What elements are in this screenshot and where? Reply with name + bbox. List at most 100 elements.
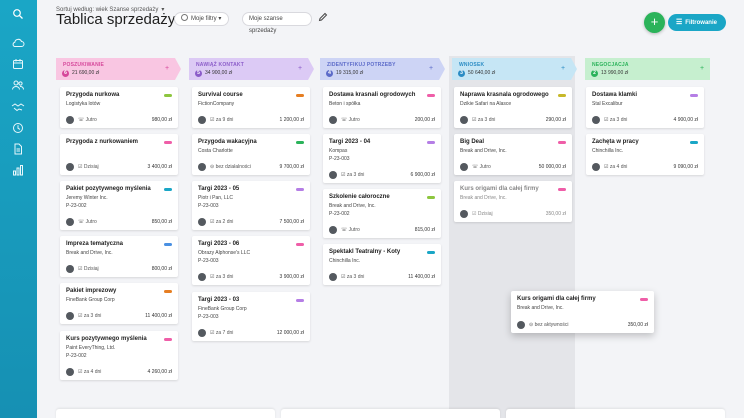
activity-icon: ☑ [341, 172, 347, 178]
activity-label: Dzisiaj [83, 266, 99, 272]
card-activity: ☏ Jutro [78, 219, 97, 225]
opportunity-card[interactable]: Targi 2023 - 06 Obrazy Alphonse's LLC P-23… [192, 236, 310, 285]
card-company: Kompas [329, 148, 348, 154]
card-activity: ☑ za 4 dni [604, 164, 627, 170]
opportunity-card[interactable]: Dostawa klamki Stal Excalibur ☑ za 3 dni 4 … [586, 87, 704, 128]
avatar [66, 163, 74, 171]
opportunity-card[interactable]: Dostawa krasnali ogrodowych Beton i spółk… [323, 87, 441, 128]
activity-label: Dzisiaj [477, 211, 493, 217]
card-title: Kurs origami dla całej firmy [517, 296, 596, 302]
card-company: Break and Drive, Inc. [66, 250, 113, 256]
opportunity-card[interactable]: Naprawa krasnala ogrodowego Dzikie Safari… [454, 87, 572, 128]
opportunity-card[interactable]: Szkolenie całoroczne Break and Drive, Inc… [323, 189, 441, 238]
opportunity-card[interactable]: Survival course FictionCompany ☑ za 9 dni 1… [192, 87, 310, 128]
column-count-badge: 6 [62, 70, 69, 77]
opportunity-card[interactable]: Pakiet imprezowy FineBank Group Corp ☑ za … [60, 283, 178, 324]
card-footer: ☏ Jutro 815,00 zł [329, 226, 435, 234]
avatar [460, 210, 468, 218]
activity-icon: ☑ [604, 164, 610, 170]
pencil-icon[interactable] [318, 12, 328, 24]
my-filters-dropdown[interactable]: Moje filtry ▾ [174, 12, 229, 26]
activity-label: bez aktywności [534, 322, 569, 328]
card-code: P-23-002 [329, 211, 350, 217]
column-amount: 34 900,00 zł [205, 70, 233, 76]
activity-label: za 3 dni [346, 172, 365, 178]
filter-icon [181, 14, 188, 21]
add-card-icon[interactable]: + [561, 65, 566, 72]
opportunity-card[interactable]: Zachęta w pracy Chinchilla Inc. ☑ za 4 dni… [586, 134, 704, 175]
document-icon[interactable] [11, 143, 25, 157]
card-tag [640, 298, 648, 301]
card-company: Obrazy Alphonse's LLC [198, 250, 251, 256]
card-value: 11 400,00 zł [408, 274, 435, 280]
activity-label: za 3 dni [83, 313, 102, 319]
card-company: Logistyka lotów [66, 101, 101, 107]
card-value: 9 700,00 zł [279, 164, 304, 170]
card-value: 815,00 zł [414, 227, 435, 233]
card-value: 9 090,00 zł [673, 164, 698, 170]
card-company: Piotr i Pan, LLC [198, 195, 234, 201]
card-activity: ☑ za 3 dni [341, 172, 364, 178]
card-tag [690, 94, 698, 97]
sort-dropdown[interactable]: Sortuj według: wiek Szanse sprzedaży ▾ [56, 6, 164, 13]
users-icon[interactable] [11, 79, 25, 93]
card-company: Jeremy Winter Inc. [66, 195, 108, 201]
card-company: Beton i spółka [329, 101, 361, 107]
opportunity-card[interactable]: Spektakl Teatralny - Koty Chinchilla Inc.… [323, 244, 441, 285]
card-tag [296, 188, 304, 191]
opportunity-card[interactable]: Kurs origami dla całej firmy Break and Dr… [454, 181, 572, 222]
card-tag [164, 338, 172, 341]
opportunity-card[interactable]: Impreza tematyczna Break and Drive, Inc. ☑… [60, 236, 178, 277]
card-company: Break and Drive, Inc. [517, 305, 564, 311]
my-opportunities-filter[interactable]: Moje szanse sprzedaży [242, 12, 312, 34]
chart-icon[interactable] [11, 164, 25, 178]
avatar [198, 218, 206, 226]
avatar [198, 273, 206, 281]
column-header: NEGOCJACJA 2 13 990,00 zł + [585, 58, 710, 80]
clock-icon[interactable] [11, 122, 25, 136]
opportunity-card[interactable]: Przygoda z nurkowaniem ☑ Dzisiaj 3 400,00 … [60, 134, 178, 175]
card-company: Break and Drive, Inc. [460, 195, 507, 201]
add-card-icon[interactable]: + [165, 65, 170, 72]
opportunity-card[interactable]: Big Deal Break and Drive, Inc. ☏ Jutro 50 0… [454, 134, 572, 175]
avatar [66, 116, 74, 124]
chevron-down-icon: ▾ [218, 16, 222, 22]
filter-button[interactable]: ☰ Filtrowanie [668, 14, 726, 31]
opportunity-card[interactable]: Targi 2023 - 05 Piotr i Pan, LLC P-23-003 ☑… [192, 181, 310, 230]
card-tag [296, 141, 304, 144]
filter-lines-icon: ☰ [676, 19, 683, 26]
card-footer: ☑ za 4 dni 9 090,00 zł [592, 163, 698, 171]
opportunity-card[interactable]: Targi 2023 - 04 Kompas P-23-003 ☑ za 3 dni 6… [323, 134, 441, 183]
add-button[interactable]: + [644, 12, 665, 33]
card-tag [296, 94, 304, 97]
add-card-icon[interactable]: + [700, 65, 705, 72]
opportunity-card[interactable]: Przygoda nurkowa Logistyka lotów ☏ Jutro 98… [60, 87, 178, 128]
card-title: Targi 2023 - 03 [198, 297, 240, 303]
handshake-icon[interactable] [11, 101, 25, 115]
opportunity-card[interactable]: Przygoda wakacyjna Costa Charlotte ⊝ bez d… [192, 134, 310, 175]
card-tag [427, 251, 435, 254]
card-code: P-23-002 [66, 353, 87, 359]
opportunity-card[interactable]: Targi 2023 - 03 FineBank Group Corp P-23-0… [192, 292, 310, 341]
column-title: NAWIĄŻ KONTAKT [196, 62, 244, 68]
activity-icon: ☏ [341, 227, 349, 233]
add-card-icon[interactable]: + [298, 65, 303, 72]
search-icon[interactable] [11, 8, 25, 22]
card-value: 850,00 zł [151, 219, 172, 225]
card-company: Costa Charlotte [198, 148, 233, 154]
card-tag [296, 299, 304, 302]
card-activity: ⊝ bez aktywności [529, 322, 569, 328]
add-card-icon[interactable]: + [429, 65, 434, 72]
activity-label: Jutro [85, 219, 97, 225]
sidebar [0, 0, 37, 418]
card-value: 6 900,00 zł [410, 172, 435, 178]
cloud-icon[interactable] [11, 37, 25, 51]
card-tag [296, 243, 304, 246]
calendar-icon[interactable] [11, 58, 25, 72]
activity-icon: ☑ [341, 274, 347, 280]
opportunity-card[interactable]: Pakiet pozytywnego myślenia Jeremy Winter… [60, 181, 178, 230]
dragging-card[interactable]: Kurs origami dla całej firmy Break and Dr… [511, 291, 654, 333]
column-title: POSZUKIWANIE [63, 62, 105, 68]
avatar [329, 116, 337, 124]
opportunity-card[interactable]: Kurs pozytywnego myślenia Paint EveryThin… [60, 331, 178, 380]
